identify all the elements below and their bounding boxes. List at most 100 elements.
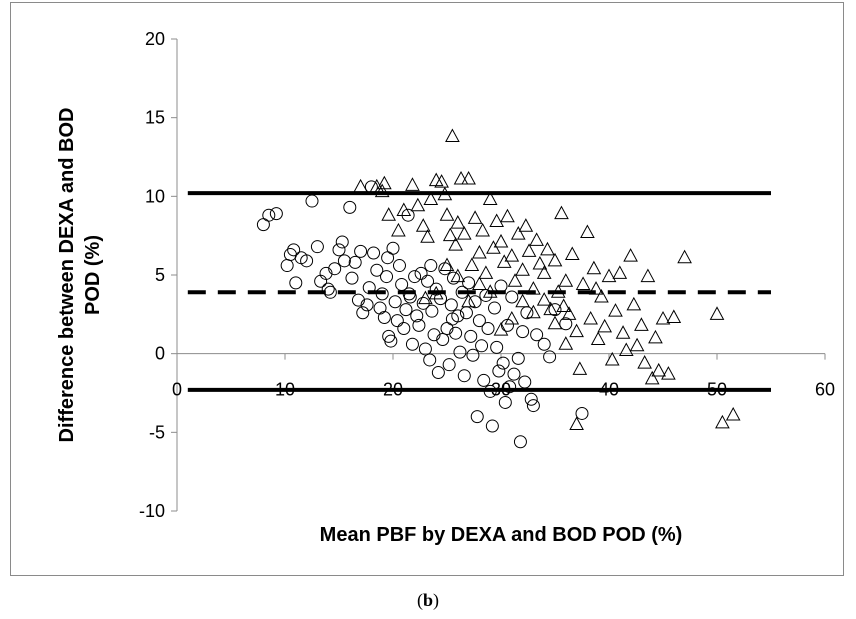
- triangle-point: [590, 331, 606, 346]
- circle-point: [475, 339, 489, 353]
- triangle-point: [418, 290, 433, 305]
- circle-point: [280, 259, 294, 273]
- circle-point: [524, 392, 538, 406]
- circle-point: [436, 333, 450, 347]
- triangle-point: [439, 207, 455, 221]
- circle-point: [453, 345, 467, 359]
- x-tick-label: 20: [383, 380, 403, 400]
- caption-letter: b: [422, 590, 433, 610]
- circle-point: [314, 274, 328, 288]
- circle-point: [518, 375, 532, 389]
- triangle-point: [475, 222, 490, 237]
- circle-point: [470, 410, 484, 424]
- circle-point: [370, 263, 384, 277]
- triangle-point: [648, 329, 663, 344]
- triangle-point: [437, 186, 453, 201]
- triangle-point: [448, 237, 463, 251]
- y-tick-label: 20: [145, 29, 165, 49]
- circle-point: [364, 180, 378, 194]
- circle-point: [464, 329, 478, 343]
- circle-point: [445, 312, 459, 326]
- circle-point: [488, 301, 502, 315]
- triangle-point: [445, 128, 460, 143]
- triangle-point: [439, 257, 455, 272]
- circle-point: [503, 380, 517, 394]
- triangle-point: [709, 306, 725, 320]
- circle-point: [507, 367, 521, 381]
- triangle-point: [655, 311, 671, 325]
- circle-point: [321, 282, 335, 296]
- circle-point: [390, 314, 404, 328]
- triangle-point: [677, 249, 692, 264]
- triangle-point: [472, 276, 487, 290]
- circle-point: [537, 337, 551, 351]
- triangle-point: [612, 265, 628, 279]
- circle-point: [559, 317, 573, 331]
- triangle-point: [550, 284, 566, 298]
- triangle-point: [493, 322, 509, 336]
- triangle-point: [626, 296, 642, 311]
- y-axis-label: Difference between DEXA and BOD POD (%): [56, 108, 104, 443]
- caption-open: (: [416, 590, 423, 610]
- circle-point: [384, 334, 398, 348]
- circle-point: [498, 395, 512, 409]
- triangle-point: [450, 268, 466, 283]
- triangle-point: [396, 202, 412, 216]
- circle-point: [397, 321, 411, 335]
- triangle-point: [526, 281, 541, 295]
- circle-point: [310, 240, 324, 254]
- circle-point: [335, 235, 349, 249]
- circle-point: [386, 241, 400, 255]
- circle-point: [457, 369, 471, 383]
- triangle-point: [377, 175, 392, 190]
- circle-point: [269, 207, 283, 221]
- y-tick-label: 5: [155, 265, 165, 285]
- triangle-point: [556, 298, 571, 312]
- circle-point: [494, 279, 508, 293]
- triangle-point: [464, 257, 480, 272]
- x-tick-label: 30: [491, 380, 511, 400]
- triangle-point: [453, 170, 469, 185]
- circle-point: [459, 306, 473, 320]
- triangle-point: [661, 366, 676, 380]
- circle-point: [530, 328, 544, 342]
- triangle-point: [618, 342, 634, 357]
- scatter-plot: -10 -5 0 5 10 15 20 0 10 20 30 40 50 60 Mean PBF by D…: [56, 29, 835, 546]
- circle-point: [405, 337, 419, 351]
- triangle-point: [369, 178, 385, 193]
- y-tick-label: -5: [149, 422, 165, 442]
- triangle-point: [450, 215, 466, 229]
- triangle-point: [529, 232, 544, 246]
- circle-point: [305, 194, 319, 208]
- triangle-point: [489, 213, 505, 228]
- triangle-point: [536, 265, 552, 279]
- circle-point: [472, 314, 486, 328]
- triangle-point: [353, 178, 368, 193]
- circle-point: [511, 351, 525, 365]
- triangle-point: [540, 241, 555, 256]
- triangle-point: [547, 252, 563, 267]
- triangle-point: [564, 246, 580, 261]
- circle-point: [427, 328, 441, 342]
- circle-point: [256, 218, 270, 232]
- triangle-point: [500, 208, 515, 223]
- figure-caption: (b): [0, 590, 856, 611]
- triangle-point: [586, 260, 602, 275]
- circle-point: [466, 348, 480, 362]
- circle-point: [421, 274, 435, 288]
- triangle-point: [482, 284, 498, 298]
- circle-point: [490, 340, 504, 354]
- triangle-point: [526, 304, 541, 319]
- triangle-point: [532, 255, 548, 270]
- caption-close: ): [433, 590, 439, 610]
- triangle-point: [644, 370, 660, 385]
- triangle-point: [415, 218, 431, 232]
- triangle-point: [725, 406, 741, 421]
- circle-point: [481, 321, 495, 335]
- triangle-point: [504, 311, 520, 325]
- triangle-point: [515, 293, 530, 308]
- circle-point: [377, 310, 391, 324]
- circle-point: [388, 295, 402, 309]
- triangle-point: [651, 362, 667, 377]
- triangle-point: [608, 303, 623, 317]
